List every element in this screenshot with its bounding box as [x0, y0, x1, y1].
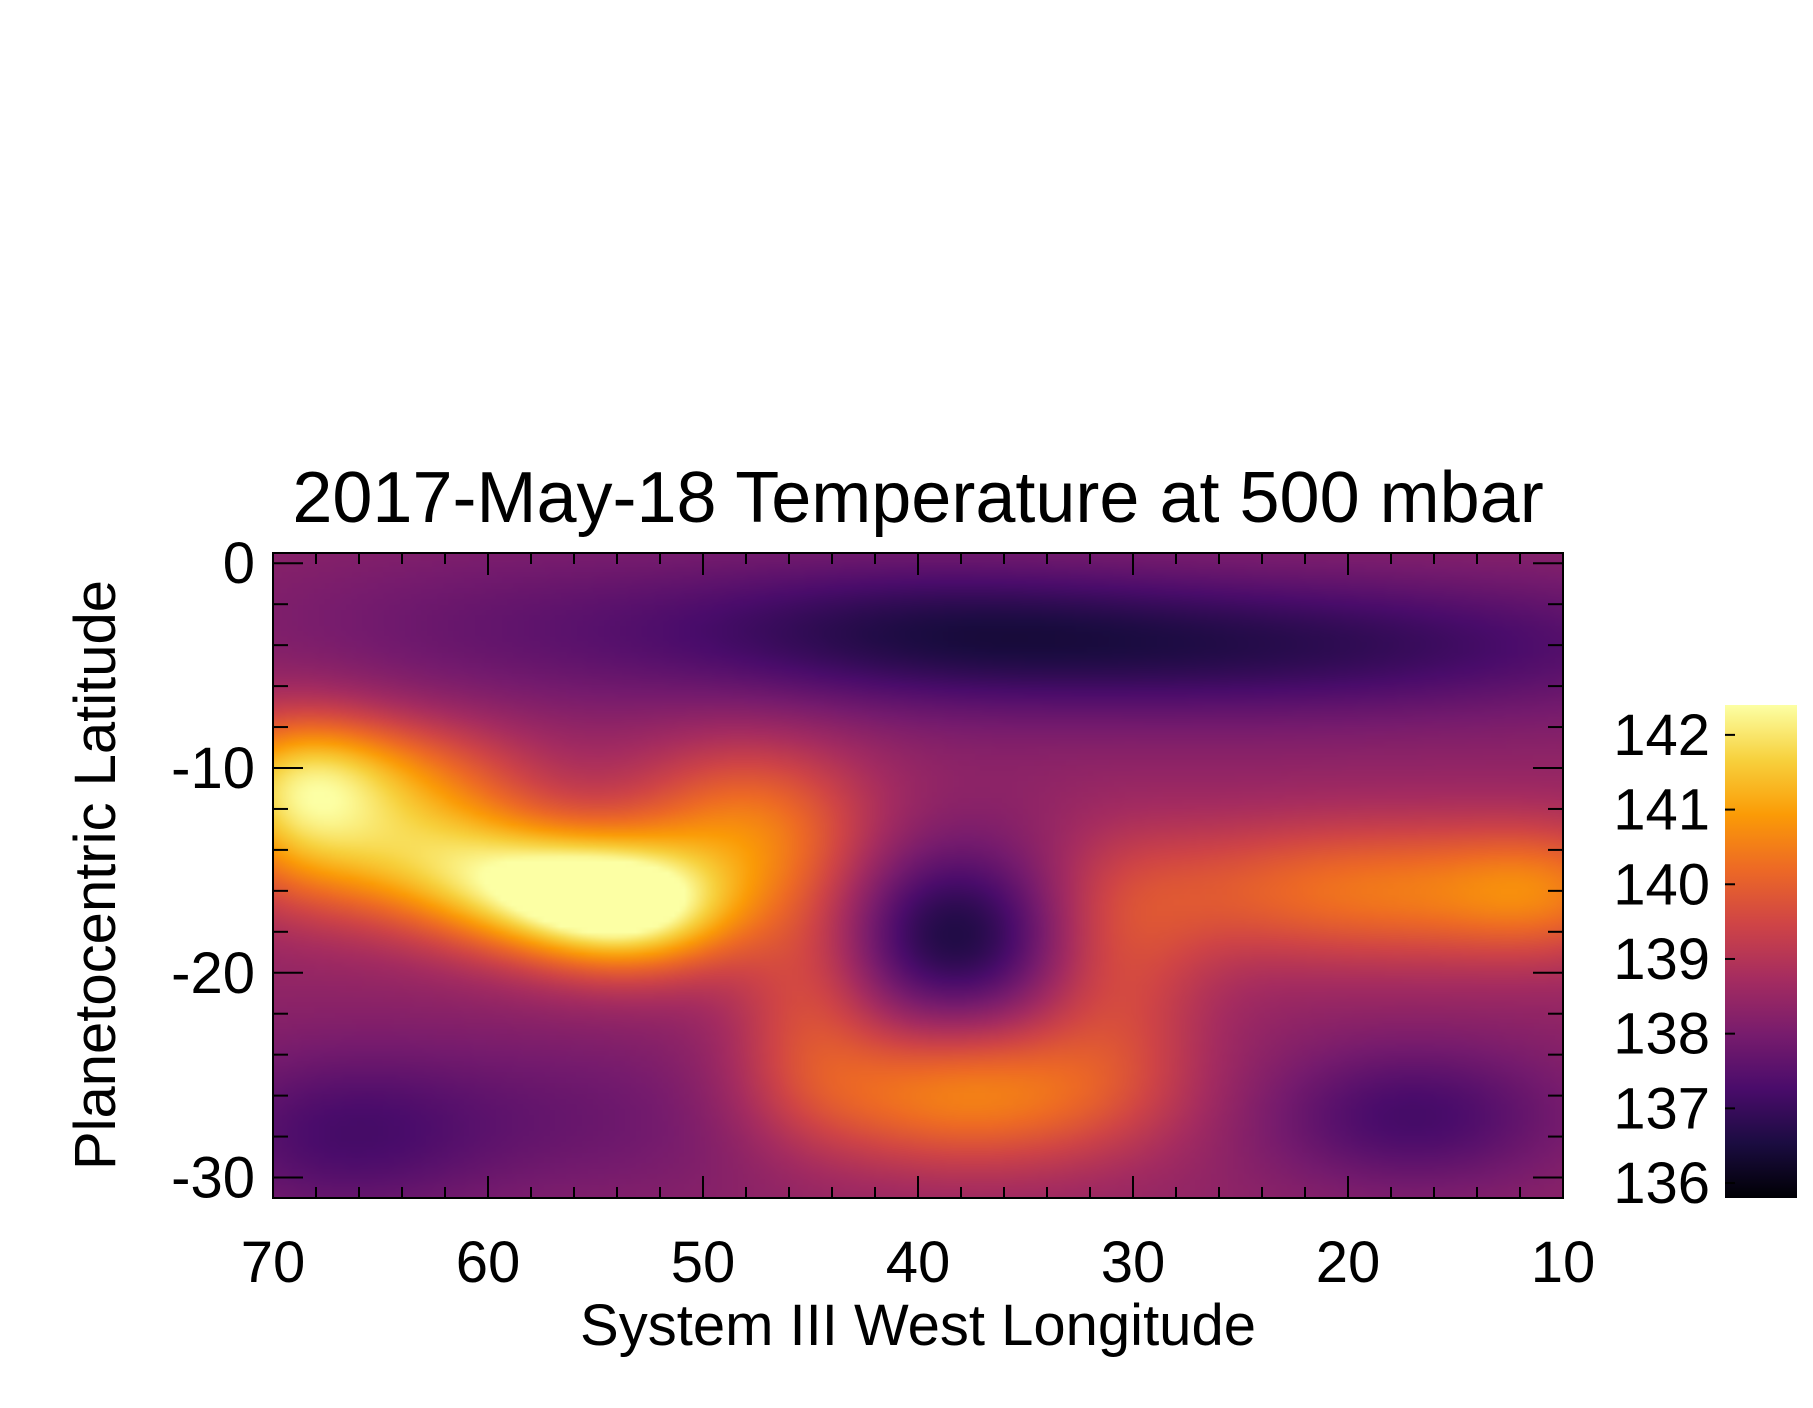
- y-tick-label: 0: [223, 531, 255, 596]
- y-axis: 0 -10 -20 -30: [171, 531, 1563, 1211]
- x-tick-label: 60: [456, 1230, 521, 1295]
- x-tick-label: 10: [1531, 1230, 1596, 1295]
- y-tick-label: -10: [171, 736, 255, 801]
- x-tick-label: 40: [886, 1230, 951, 1295]
- chart-title: 2017-May-18 Temperature at 500 mbar: [292, 458, 1543, 538]
- colorbar: 142 141 140 139 138 137 136: [1613, 703, 1797, 1216]
- colorbar-tick-label: 139: [1613, 927, 1710, 992]
- colorbar-tick-label: 141: [1613, 778, 1710, 843]
- x-axis-label: System III West Longitude: [580, 1293, 1256, 1358]
- colorbar-tick-label: 136: [1613, 1151, 1710, 1216]
- x-tick-label: 20: [1316, 1230, 1381, 1295]
- colorbar-gradient: [1725, 705, 1797, 1198]
- y-tick-label: -20: [171, 941, 255, 1006]
- y-tick-label: -30: [171, 1146, 255, 1211]
- colorbar-tick-label: 140: [1613, 852, 1710, 917]
- y-axis-label: Planetocentric Latitude: [63, 580, 128, 1170]
- colorbar-tick-label: 137: [1613, 1076, 1710, 1141]
- x-tick-label: 70: [241, 1230, 306, 1295]
- x-tick-label: 50: [671, 1230, 736, 1295]
- colorbar-tick-label: 138: [1613, 1002, 1710, 1067]
- x-axis: 70 60 50 40 30 20 10: [241, 553, 1596, 1295]
- colorbar-tick-label: 142: [1613, 703, 1710, 768]
- heatmap-field: [273, 553, 1563, 1198]
- x-tick-label: 30: [1101, 1230, 1166, 1295]
- heatmap-image: [273, 553, 1563, 1198]
